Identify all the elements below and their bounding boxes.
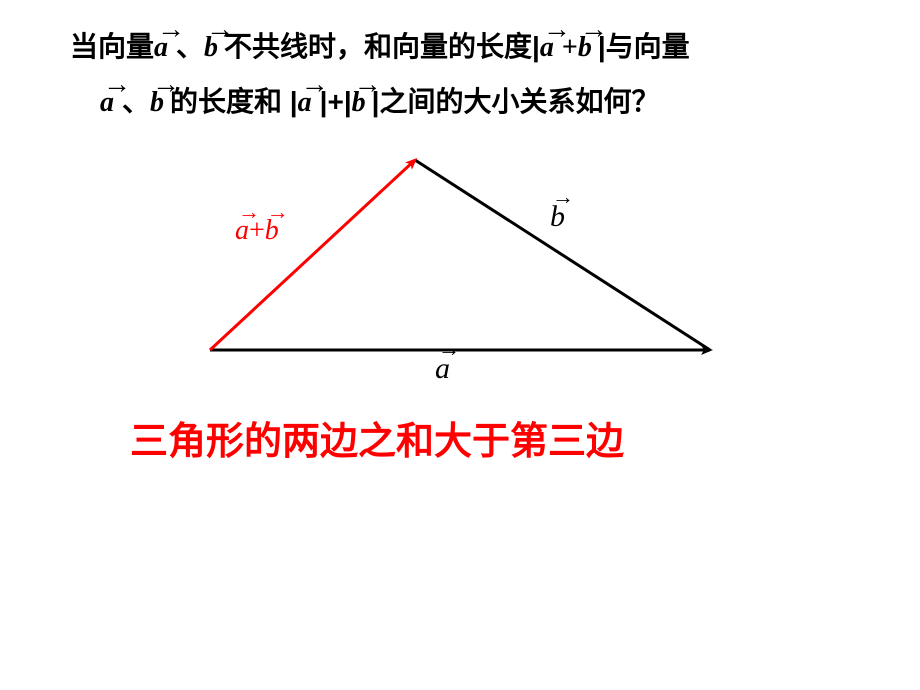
label-sum: → a + → b (235, 215, 279, 247)
label-b: → b (550, 200, 565, 234)
triangle-svg (180, 140, 740, 370)
text: 当向量 (70, 31, 154, 62)
label-a: → a (435, 352, 450, 386)
arrow-over: → (103, 69, 131, 101)
question-line-1: 当向量 → a 、 → b 不共线时，和向量的长度| → a + → b |与向… (70, 25, 690, 65)
text: |与向量 (598, 31, 690, 62)
arrow-over: → (152, 69, 180, 101)
text: 不共线时，和向量的长度| (224, 31, 540, 62)
triangle-diagram: → a + → b → b → a (180, 140, 740, 400)
question-line-2: → a 、 → b 的长度和 | → a |+| → b |之间的大小关系如何？ (100, 80, 660, 120)
arrow-over: → (580, 14, 608, 46)
arrow-over: → (438, 336, 460, 362)
vector-sum-line (210, 160, 415, 350)
arrow-over: → (206, 14, 234, 46)
arrow-over: → (543, 14, 571, 46)
text: 的长度和 | (170, 86, 298, 117)
arrow-over: → (238, 199, 260, 225)
text: |之间的大小关系如何？ (372, 86, 660, 117)
conclusion-text: 三角形的两边之和大于第三边 (130, 410, 624, 465)
arrow-over: → (301, 69, 329, 101)
arrow-over: → (354, 69, 382, 101)
arrow-over: → (552, 184, 574, 210)
arrow-over: → (267, 199, 289, 225)
arrow-over: → (157, 14, 185, 46)
